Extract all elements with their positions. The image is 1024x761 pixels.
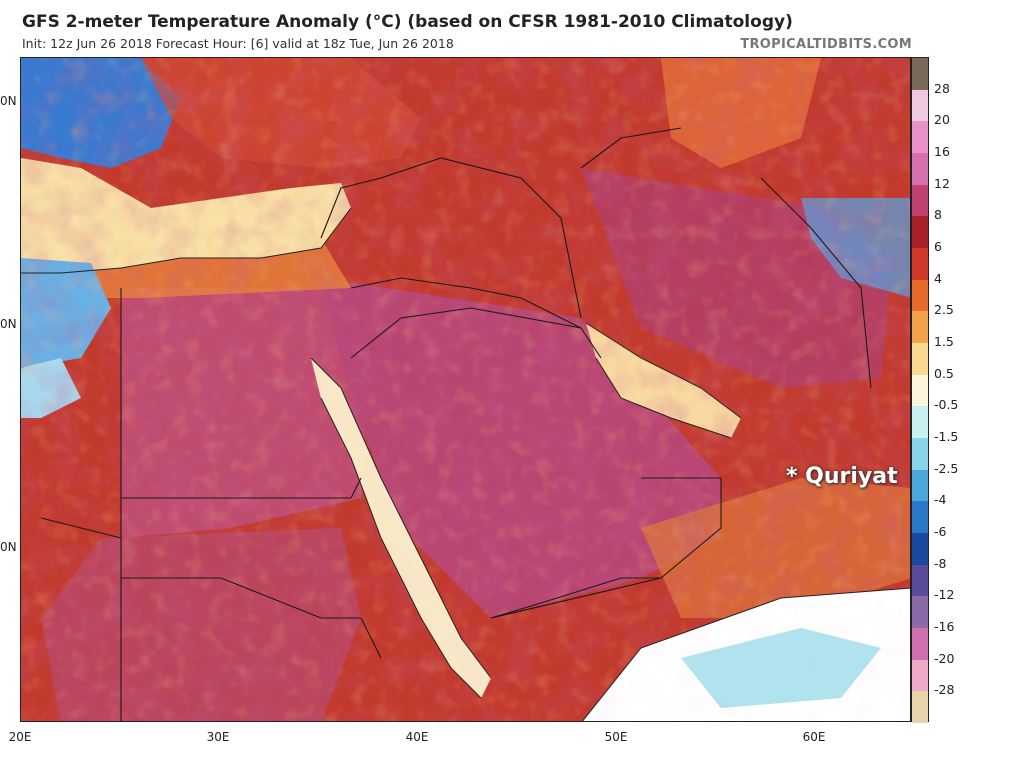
map-canvas <box>21 58 910 721</box>
legend-label: 28 <box>934 80 950 96</box>
legend-swatch <box>912 533 928 566</box>
legend-label: 12 <box>934 175 950 191</box>
lon-label: 30E <box>206 730 230 744</box>
legend-swatch <box>912 501 928 534</box>
lon-label: 50E <box>604 730 628 744</box>
quriyat-label: * Quriyat <box>786 464 898 489</box>
legend-swatch <box>912 628 928 661</box>
lon-label: 20E <box>8 730 32 744</box>
legend-swatch <box>912 596 928 629</box>
legend-swatch <box>912 89 928 122</box>
legend-swatch <box>912 121 928 154</box>
lat-label: 0N <box>0 94 17 108</box>
legend-swatch <box>912 564 928 597</box>
legend-label: 16 <box>934 144 950 159</box>
legend-label: -0.5 <box>934 397 959 413</box>
legend-label: 0.5 <box>934 365 954 381</box>
legend-label: 20 <box>934 112 950 128</box>
legend-label: -12 <box>934 587 955 603</box>
legend-label: 1.5 <box>934 334 954 349</box>
legend-label: 8 <box>934 207 942 223</box>
lat-label: 0N <box>0 317 17 331</box>
legend-label: -4 <box>934 492 947 508</box>
red-sea-overlay <box>311 358 491 698</box>
temperature-anomaly-map <box>20 57 911 722</box>
legend-swatch <box>912 153 928 186</box>
arabian-sea-cool-overlay <box>681 628 881 708</box>
map-subtitle: Init: 12z Jun 26 2018 Forecast Hour: [6]… <box>22 36 454 51</box>
legend-swatch <box>912 311 928 344</box>
legend-swatch <box>912 343 928 376</box>
legend-label: 2.5 <box>934 302 954 318</box>
legend-label: -2.5 <box>934 460 959 476</box>
legend-label: -16 <box>934 619 955 634</box>
legend-swatch <box>912 438 928 471</box>
lon-label: 60E <box>802 730 826 744</box>
legend-label: 4 <box>934 270 942 286</box>
legend-swatch <box>912 58 928 91</box>
legend-label: -1.5 <box>934 429 959 444</box>
lat-label: 0N <box>0 540 17 554</box>
map-title: GFS 2-meter Temperature Anomaly (°C) (ba… <box>22 12 793 32</box>
legend-label: -28 <box>934 682 955 698</box>
lon-label: 40E <box>405 730 429 744</box>
legend-label: -6 <box>934 524 947 539</box>
legend-label: 6 <box>934 239 942 254</box>
legend-label: -20 <box>934 650 955 666</box>
legend-swatch <box>912 184 928 217</box>
site-credit: TROPICALTIDBITS.COM <box>740 37 912 52</box>
legend-swatch <box>912 279 928 312</box>
legend-swatch <box>912 248 928 281</box>
coastlines <box>21 207 910 721</box>
legend-swatch <box>912 406 928 439</box>
legend-swatch <box>912 469 928 502</box>
legend-swatch <box>912 374 928 407</box>
country-borders <box>40 127 872 721</box>
legend-swatch <box>912 216 928 249</box>
legend-swatch <box>912 659 928 692</box>
color-legend <box>911 57 929 724</box>
legend-label: -8 <box>934 555 947 571</box>
legend-swatch <box>912 691 928 724</box>
